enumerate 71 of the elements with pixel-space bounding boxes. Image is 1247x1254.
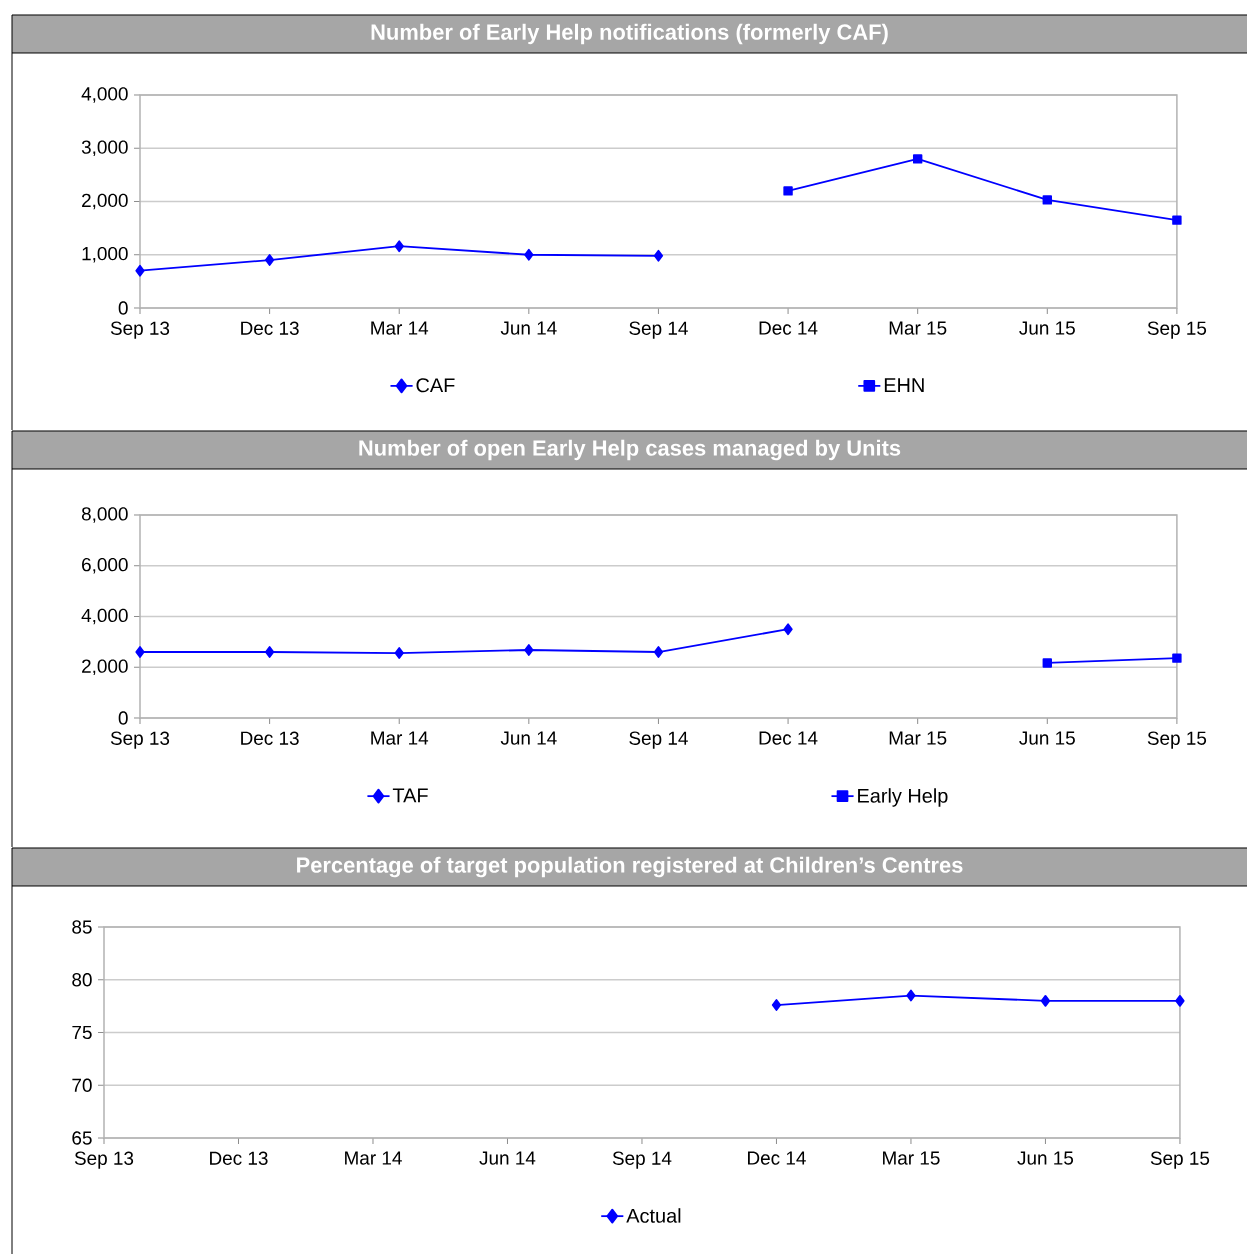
x-tick-label: Mar 14 — [371, 321, 429, 335]
point — [264, 254, 275, 266]
y-tick-label: 2,000 — [82, 659, 128, 676]
legend-label: Early Help — [858, 788, 948, 807]
chart-title: Number of open Early Help cases managed by Units — [359, 439, 901, 461]
point — [906, 989, 916, 1002]
point — [1172, 653, 1182, 663]
point — [653, 249, 664, 262]
y-tick-label: 6,000 — [82, 557, 128, 574]
point — [394, 647, 404, 659]
point — [1040, 994, 1051, 1007]
x-tick-label: Sep 14 — [629, 321, 688, 339]
x-tick-label: Jun 15 — [1019, 321, 1075, 335]
x-tick-label: Jun 15 — [1017, 1151, 1074, 1165]
y-tick-label: 75 — [72, 1025, 92, 1040]
point — [1172, 215, 1182, 225]
point — [1042, 658, 1052, 668]
point — [1175, 994, 1185, 1007]
y-tick-label: 70 — [72, 1078, 92, 1092]
point — [524, 248, 534, 261]
x-tick-label: Jun 14 — [500, 321, 557, 335]
y-tick-label: 8,000 — [81, 507, 128, 523]
x-tick-label: Sep 14 — [612, 1151, 672, 1169]
x-tick-label: Sep 13 — [74, 1151, 134, 1169]
point — [783, 623, 793, 636]
x-tick-label: Mar 15 — [889, 731, 947, 745]
point — [264, 646, 275, 658]
point — [524, 644, 534, 656]
point — [1042, 195, 1052, 205]
x-tick-label: Sep 15 — [1150, 1151, 1210, 1169]
y-tick-label: 3,000 — [81, 140, 128, 157]
y-tick-label: 4,000 — [81, 608, 128, 625]
legend-label: CAF — [416, 378, 455, 393]
x-tick-label: Dec 14 — [759, 321, 818, 335]
chart-title: Percentage of target population registered at Children’s Centres — [297, 856, 963, 878]
point — [135, 264, 145, 277]
x-tick-label: Dec 13 — [241, 731, 299, 745]
x-tick-label: Sep 13 — [110, 731, 170, 749]
point — [135, 646, 145, 658]
point — [653, 646, 664, 658]
y-tick-label: 1,000 — [82, 246, 128, 263]
point — [912, 154, 923, 164]
x-tick-label: Mar 15 — [889, 321, 947, 335]
x-tick-label: Jun 15 — [1019, 731, 1075, 745]
point — [783, 186, 793, 196]
x-tick-label: Mar 15 — [883, 1151, 940, 1165]
point — [394, 240, 404, 253]
y-tick-label: 85 — [72, 920, 92, 934]
x-tick-label: Dec 13 — [210, 1151, 268, 1165]
x-tick-label: Mar 14 — [345, 1151, 402, 1165]
x-tick-label: Dec 14 — [748, 1151, 806, 1165]
y-tick-label: 2,000 — [82, 193, 128, 210]
legend-label: Actual — [626, 1208, 681, 1223]
legend-label: TAF — [392, 788, 428, 803]
x-tick-label: Sep 14 — [629, 731, 688, 749]
y-tick-label: 0 — [118, 711, 128, 725]
x-tick-label: Mar 14 — [371, 731, 429, 745]
chart-title: Number of Early Help notifications (formerly CAF) — [371, 23, 888, 45]
x-tick-label: Jun 14 — [500, 731, 557, 745]
y-tick-label: 80 — [72, 973, 92, 987]
x-tick-label: Sep 15 — [1147, 321, 1207, 339]
x-tick-label: Sep 13 — [110, 321, 170, 339]
y-tick-label: 0 — [118, 301, 128, 315]
y-tick-label: 65 — [72, 1131, 92, 1145]
x-tick-label: Dec 13 — [241, 321, 299, 335]
point — [771, 999, 782, 1011]
y-tick-label: 4,000 — [81, 87, 128, 103]
x-tick-label: Sep 15 — [1147, 731, 1207, 749]
x-tick-label: Dec 14 — [759, 731, 818, 745]
x-tick-label: Jun 14 — [479, 1151, 536, 1165]
legend-label: EHN — [884, 378, 924, 392]
